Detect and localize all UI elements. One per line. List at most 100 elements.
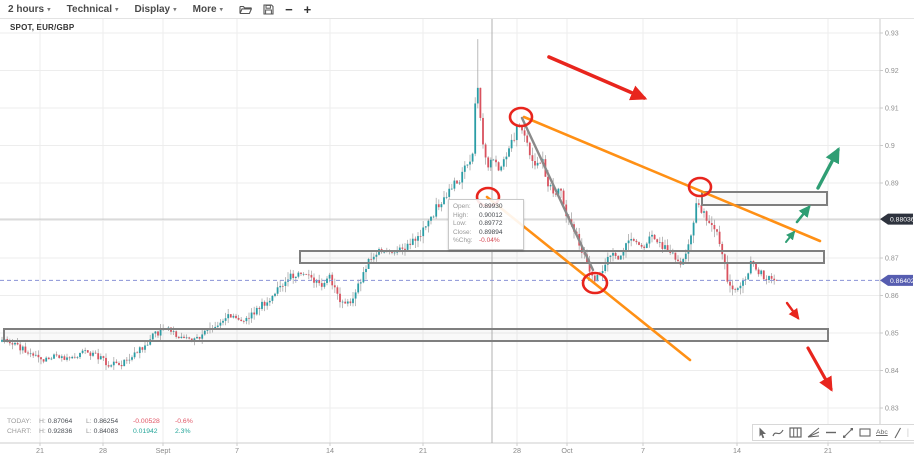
drawing-toolbar: Abc | ✕ (752, 424, 914, 441)
svg-text:Sept: Sept (156, 446, 171, 455)
trend-line-tool-icon[interactable] (842, 426, 854, 439)
rectangle-tool-icon[interactable] (859, 426, 871, 439)
svg-text:14: 14 (733, 446, 741, 455)
zoom-in-button[interactable]: + (303, 1, 312, 17)
green-arrow[interactable] (816, 146, 840, 190)
technical-menu-label: Technical (66, 3, 113, 15)
ohlc-tooltip: Open: 0.89930 High: 0.90012 Low: 0.89772… (448, 199, 524, 250)
tooltip-value: 0.89894 (479, 228, 503, 236)
svg-text:21: 21 (419, 446, 427, 455)
tooltip-value: -0.04% (479, 237, 500, 245)
display-menu-label: Display (134, 3, 171, 15)
tooltip-row-close: Close: 0.89894 (453, 229, 519, 238)
highlight-circle[interactable] (687, 176, 713, 198)
chevron-down-icon: ▾ (173, 6, 177, 14)
timeframe-menu-label: 2 hours (8, 3, 45, 15)
text-tool-icon[interactable]: Abc (876, 426, 888, 439)
svg-text:0.86: 0.86 (885, 293, 899, 300)
polyline-tool-icon[interactable] (772, 426, 784, 439)
candles-layer (1, 39, 778, 371)
svg-text:28: 28 (513, 446, 521, 455)
red-arrow[interactable] (785, 301, 800, 320)
stats-row-label: CHART: (7, 427, 32, 435)
stats-row-label: TODAY: (7, 418, 32, 425)
zone-rect[interactable] (3, 328, 829, 342)
top-toolbar: 2 hours ▾ Technical ▾ Display ▾ More ▾ −… (0, 0, 914, 19)
timeframe-menu[interactable]: 2 hours ▾ (8, 4, 51, 15)
svg-text:0.89: 0.89 (885, 180, 899, 187)
tooltip-label: High: (453, 211, 469, 219)
svg-text:0.87: 0.87 (885, 255, 899, 262)
chevron-down-icon: ▾ (47, 6, 51, 14)
svg-text:21: 21 (36, 446, 44, 455)
stats-high: H: 0.87064 (39, 418, 73, 425)
svg-text:0.83: 0.83 (885, 405, 899, 412)
svg-text:0.84: 0.84 (885, 368, 899, 375)
highlight-circle[interactable] (508, 106, 534, 128)
open-folder-icon[interactable] (239, 4, 253, 15)
fan-lines-tool-icon[interactable] (807, 426, 820, 439)
pointer-tool-icon[interactable] (758, 426, 767, 439)
stats-low: L: 0.84083 (86, 427, 119, 435)
svg-text:0.92: 0.92 (885, 68, 899, 75)
tooltip-label: %Chg: (453, 237, 473, 245)
freehand-line-tool-icon[interactable] (893, 426, 902, 439)
svg-text:28: 28 (99, 446, 107, 455)
more-menu-label: More (192, 3, 217, 15)
svg-text:14: 14 (326, 446, 334, 455)
tooltip-value: 0.89930 (479, 203, 503, 210)
stats-high: H: 0.92836 (39, 427, 73, 435)
svg-text:0.9: 0.9 (885, 143, 895, 150)
svg-text:0.88036: 0.88036 (890, 217, 914, 224)
tooltip-row-open: Open: 0.89930 (453, 203, 519, 212)
tooltip-row-high: High: 0.90012 (453, 212, 519, 221)
arrow-annotations[interactable] (547, 55, 840, 392)
highlight-circle[interactable] (581, 271, 609, 295)
toolbar-separator: | (906, 427, 910, 437)
chevron-down-icon: ▾ (219, 6, 224, 14)
svg-text:0.91: 0.91 (885, 105, 899, 112)
zoom-out-button[interactable]: − (285, 1, 293, 17)
trendlines[interactable] (485, 115, 822, 362)
svg-text:0.85: 0.85 (885, 330, 899, 337)
svg-text:Oct: Oct (561, 446, 572, 455)
stats-pct: 2.3% (175, 427, 191, 435)
horizontal-line-tool-icon[interactable] (825, 426, 837, 439)
grid-layer (0, 19, 880, 443)
svg-text:0.93: 0.93 (885, 30, 899, 37)
technical-menu[interactable]: Technical ▾ (67, 4, 119, 15)
price-stats: TODAY: H: 0.87064 L: 0.86254 -0.00528 -0… (7, 417, 201, 436)
stats-row-today: TODAY: H: 0.87064 L: 0.86254 -0.00528 -0… (7, 417, 201, 427)
svg-text:7: 7 (235, 446, 239, 455)
level-price-badge: 0.88036 (880, 213, 914, 225)
tooltip-label: Open: (453, 203, 471, 210)
chevron-down-icon: ▾ (115, 6, 119, 14)
table-tool-icon[interactable] (789, 426, 802, 439)
green-arrow[interactable] (795, 204, 811, 224)
circle-annotations[interactable] (475, 106, 713, 295)
stats-low: L: 0.86254 (86, 418, 119, 425)
green-arrow[interactable] (785, 230, 796, 243)
display-menu[interactable]: Display ▾ (135, 4, 177, 15)
tooltip-value: 0.90012 (479, 211, 503, 219)
svg-text:0.86402: 0.86402 (890, 278, 914, 285)
zone-rect[interactable] (701, 191, 828, 206)
trend-line[interactable] (520, 116, 595, 272)
axis-labels: 0.93 0.92 0.91 0.9 0.89 0.87 0.86 0.85 0.84 0.83 2… (36, 30, 899, 455)
stats-row-chart: CHART: H: 0.92836 L: 0.84083 0.01942 2.3… (7, 427, 201, 437)
tooltip-row-low: Low: 0.89772 (453, 220, 519, 229)
symbol-label: SPOT, EUR/GBP (10, 23, 75, 32)
tooltip-label: Low: (453, 220, 467, 228)
last-price-badge: 0.86402 (880, 274, 914, 286)
red-arrow[interactable] (547, 55, 648, 101)
more-menu[interactable]: More ▾ (193, 4, 223, 15)
tooltip-label: Close: (453, 228, 472, 236)
tooltip-row-chg: %Chg: -0.04% (453, 237, 519, 246)
red-arrow[interactable] (806, 346, 833, 392)
save-icon[interactable] (263, 3, 274, 15)
svg-text:7: 7 (641, 446, 645, 455)
trend-line[interactable] (522, 115, 822, 243)
zone-rectangles[interactable] (3, 191, 829, 342)
